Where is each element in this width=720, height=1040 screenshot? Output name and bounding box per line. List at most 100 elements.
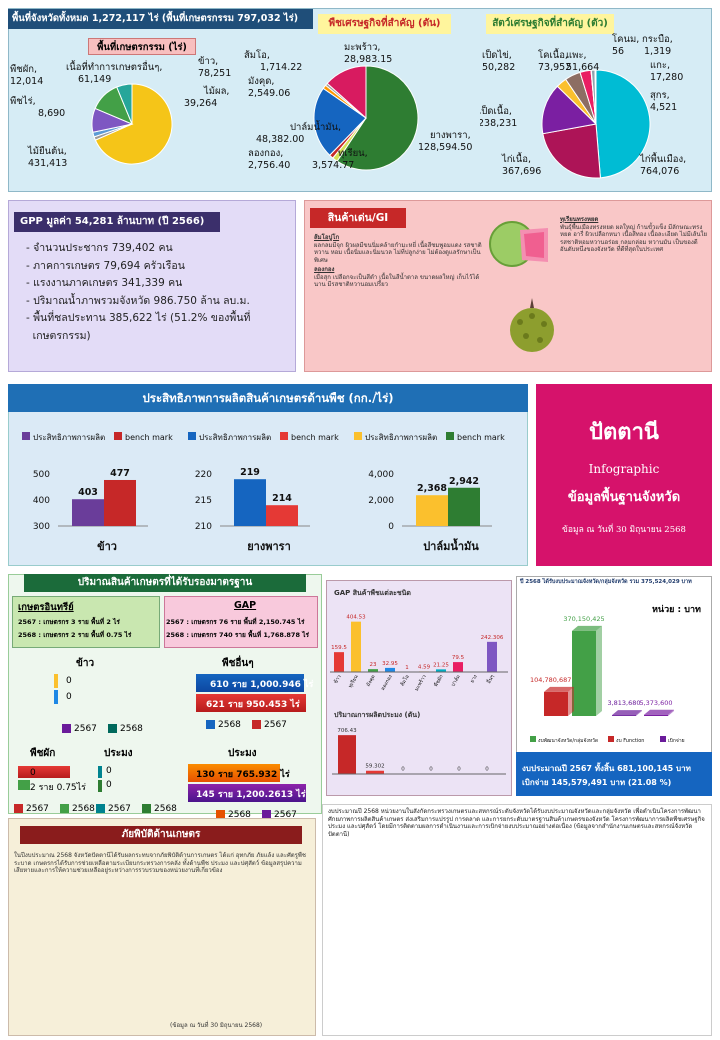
fish-legend: 2567 2568 xyxy=(96,798,183,817)
legend-2567: 2567 xyxy=(262,810,297,820)
legend-2568: 2568 xyxy=(108,724,143,734)
veg-val-b: 2 ราย 0.75ไร่ xyxy=(30,783,87,793)
slice-label: เป็ดเนื้อ, xyxy=(480,104,512,117)
tick-label: 210 xyxy=(195,522,212,532)
tick-label: 2,000 xyxy=(368,496,394,506)
pomelo-image xyxy=(489,221,548,267)
slice-value: 764,076 xyxy=(640,166,679,177)
slice-value: 4,521 xyxy=(650,102,677,113)
rice-legend: 2567 2568 xyxy=(62,718,149,737)
category-label: ทุเรียน xyxy=(347,673,360,689)
data-label: 219 xyxy=(240,467,260,478)
slice-label: ไม้ยืนต้น, xyxy=(27,145,67,157)
data-label: 2,942 xyxy=(449,476,479,487)
gpp-title: GPP มูลค่า 54,281 ล้านบาท (ปี 2566) xyxy=(14,212,220,232)
data-label: 0 xyxy=(429,767,433,773)
budget-note1: งบประมาณปี 2567 ทั้งสิ้น 681,100,145 บาท xyxy=(522,764,691,773)
organic-box xyxy=(12,596,160,648)
organic-2567: 2567 : เกษตรกร 3 ราย พื้นที่ 2 ไร่ xyxy=(18,618,120,626)
tick-label: 220 xyxy=(195,470,212,480)
legend-label: bench mark xyxy=(457,433,505,442)
disaster-date: (ข้อมูล ณ วันที่ 30 มิถุนายน 2568) xyxy=(170,1022,263,1029)
category-label: ลองกอง xyxy=(380,674,394,692)
pie-slice xyxy=(326,65,367,120)
bar-side xyxy=(596,625,602,716)
slice-label: ส้มโอ, xyxy=(244,49,270,61)
bar xyxy=(385,667,395,672)
gap-title: GAP xyxy=(234,600,257,611)
bar xyxy=(436,669,446,672)
slice-label: แพะ, xyxy=(566,50,587,61)
bar xyxy=(334,652,344,672)
data-label: 242.306 xyxy=(481,635,504,641)
fishery-bar-b xyxy=(188,784,306,802)
gap-chart: 159.5 ข้าว 404.53 ทุเรียน 23 มังคุด 32.95 ลองกอ… xyxy=(330,615,508,692)
data-label: 0 xyxy=(401,767,405,773)
legend-2567: 2567 xyxy=(62,724,97,734)
gpp-list: - จำนวนประชากร 739,402 คน - ภาคการเกษตร … xyxy=(26,240,291,345)
gap-chart-title: GAP สินค้าพืชแต่ละชนิด xyxy=(334,589,411,597)
veg-legend: 2567 2568 xyxy=(14,798,101,817)
slice-value: 1,714.22 xyxy=(260,62,302,73)
bar xyxy=(572,630,596,716)
bar xyxy=(448,487,480,526)
tick-label: 0 xyxy=(388,522,394,532)
pie-slice xyxy=(541,85,598,135)
gpp-item: - ภาคการเกษตร 79,694 ครัวเรือน xyxy=(26,259,185,272)
rice-label: ข้าว xyxy=(76,658,95,669)
pie-agri: ไม้ยืนต้น,431,413 พืชไร่,8,690 พืชผัก,12,0… xyxy=(10,56,231,169)
slice-label: ข้าว, xyxy=(198,56,218,67)
pattani-title: ปัตตานี xyxy=(589,419,659,445)
gi-h1: ส้มโอปูโก xyxy=(314,234,340,241)
data-label: 159.5 xyxy=(331,645,347,651)
slice-label: ลองกอง, xyxy=(248,148,283,159)
veg-bar-b xyxy=(18,780,30,790)
slice-label: ไก่เนื้อ, xyxy=(501,152,531,165)
legend-label: ประสิทธิภาพการผลิต xyxy=(33,433,105,442)
fish-bar-b xyxy=(98,780,102,792)
disaster-text: ในปีงบประมาณ 2568 จังหวัดปัตตานีได้รับผล… xyxy=(14,852,306,874)
data-label: 3,813,680 xyxy=(607,699,640,707)
others-val-b: 621 ราย 950.453 ไร่ xyxy=(206,700,300,710)
others-label: พืชอื่นๆ xyxy=(222,658,254,669)
fishery-val-a: 130 ราย 765.932 ไร่ xyxy=(196,770,290,780)
bar-side xyxy=(636,710,642,716)
legend-swatch xyxy=(446,432,454,440)
fishery-chart: 706.43 59.302 0 0 0 0 xyxy=(332,728,506,775)
fishery-chart-title: ปริมาณการผลิตประมง (ตัน) xyxy=(334,711,421,719)
budget-title: ปี 2568 ได้รับงบประมาณจังหวัด/กลุ่มจังหว… xyxy=(520,579,692,585)
bar xyxy=(544,691,568,716)
bar xyxy=(644,714,668,716)
pattani-date: ข้อมูล ณ วันที่ 30 มิถุนายน 2568 xyxy=(562,525,686,535)
slice-label: มะพร้าว, xyxy=(344,42,380,53)
efficiency-chart: ประสิทธิภาพการผลิต bench mark ประสิทธิภาพก… xyxy=(22,432,505,553)
data-label: 5,373,600 xyxy=(639,699,672,707)
durian-image xyxy=(510,298,554,352)
rice-bar-b xyxy=(54,690,58,704)
slice-label: มังคุด, xyxy=(248,76,274,87)
bar-top xyxy=(544,686,574,692)
data-label: 370,150,425 xyxy=(563,615,604,623)
slice-value: 17,280 xyxy=(650,72,683,83)
bar-side xyxy=(568,686,574,716)
gi-title: สินค้าเด่น/GI xyxy=(310,208,406,228)
pie-slice xyxy=(116,83,133,125)
category-label: ปาล์ม xyxy=(449,674,461,688)
category-label: ส้มโอ xyxy=(399,674,411,688)
organic-title: เกษตรอินทรีย์ xyxy=(18,602,74,613)
tick-label: 300 xyxy=(33,522,50,532)
slice-value: 51,664 xyxy=(566,62,599,73)
tick-label: 4,000 xyxy=(368,470,394,480)
slice-label: ทุเรียน, xyxy=(338,147,368,159)
category-label: อื่นๆ xyxy=(485,673,496,685)
slice-label: โคเนื้อ, xyxy=(538,48,568,61)
bar xyxy=(104,479,136,526)
veg-val-a: 0 xyxy=(30,768,36,778)
fishery-legend: 2568 2567 xyxy=(216,804,303,823)
slice-label: ไม้ผล, xyxy=(203,85,229,97)
bar xyxy=(266,505,298,526)
data-label: 214 xyxy=(272,493,292,504)
legend-swatch xyxy=(114,432,122,440)
category-label: ข้าว xyxy=(97,540,117,553)
bar xyxy=(338,735,356,774)
